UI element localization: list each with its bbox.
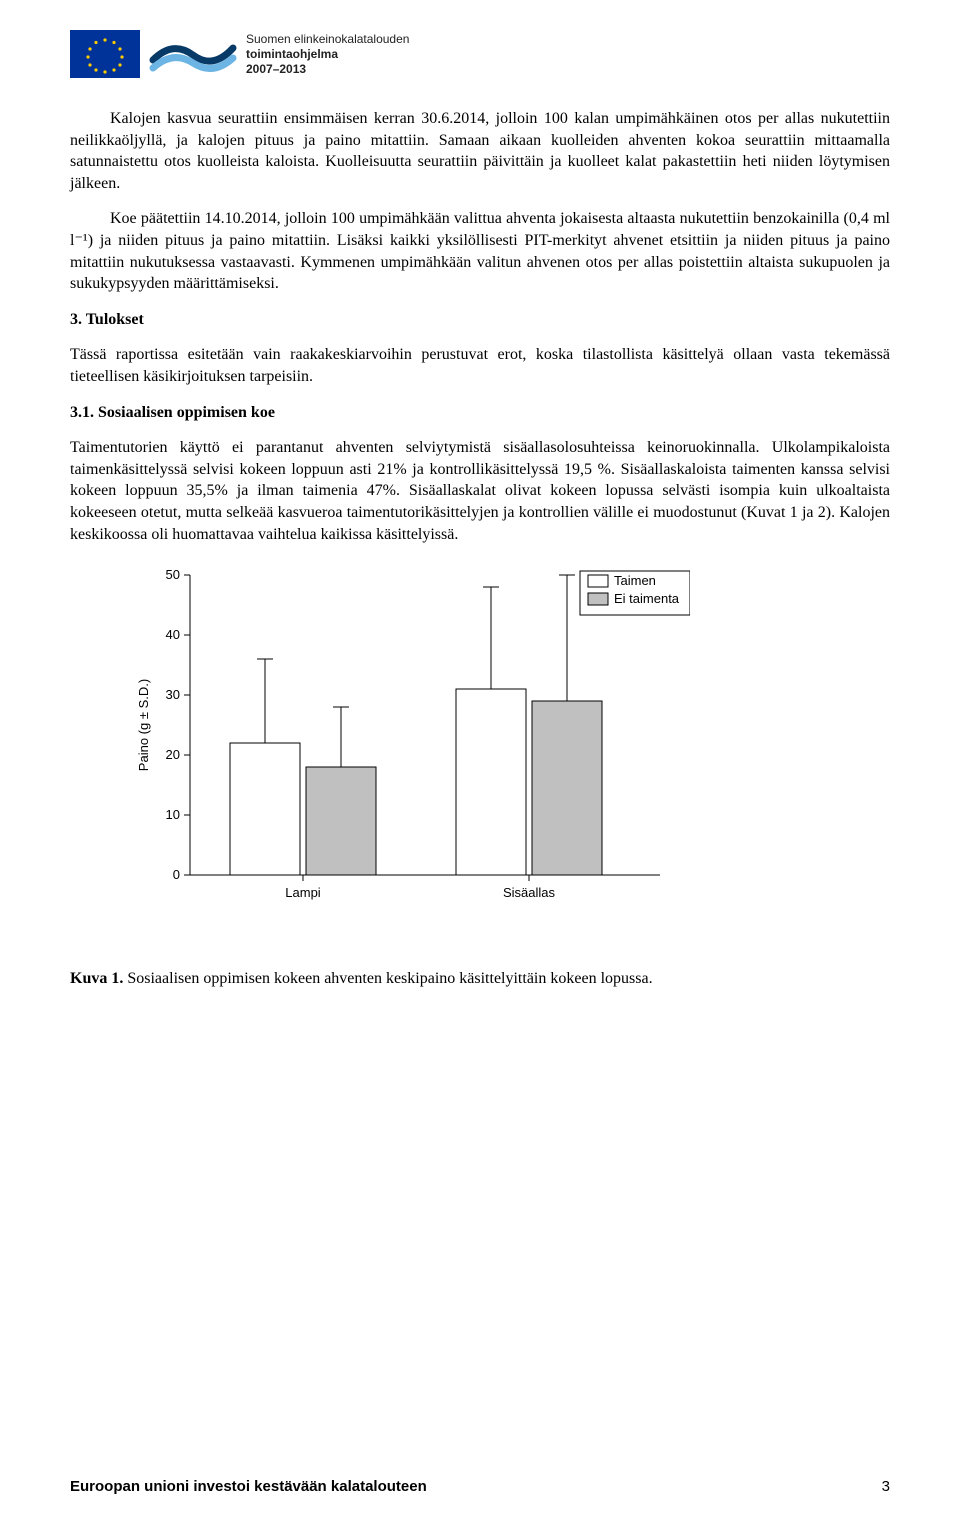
program-years: 2007–2013	[246, 62, 409, 77]
figure-caption: Kuva 1. Sosiaalisen oppimisen kokeen ahv…	[70, 970, 890, 988]
svg-text:20: 20	[166, 747, 180, 762]
svg-text:Paino (g ± S.D.): Paino (g ± S.D.)	[136, 679, 151, 771]
svg-text:Ei taimenta: Ei taimenta	[614, 591, 680, 606]
header: Suomen elinkeinokalatalouden toimintaohj…	[70, 30, 890, 78]
svg-text:40: 40	[166, 627, 180, 642]
paragraph-3: Tässä raportissa esitetään vain raakakes…	[70, 344, 890, 387]
svg-text:Sisäallas: Sisäallas	[503, 885, 556, 900]
heading-results: 3. Tulokset	[70, 309, 890, 331]
caption-text: Sosiaalisen oppimisen kokeen ahventen ke…	[123, 970, 652, 987]
svg-text:10: 10	[166, 807, 180, 822]
svg-text:50: 50	[166, 567, 180, 582]
body-text: Kalojen kasvua seurattiin ensimmäisen ke…	[70, 108, 890, 545]
paragraph-1: Kalojen kasvua seurattiin ensimmäisen ke…	[70, 108, 890, 194]
page-number: 3	[882, 1478, 890, 1495]
footer-text: Euroopan unioni investoi kestävään kalat…	[70, 1478, 427, 1495]
page-footer: Euroopan unioni investoi kestävään kalat…	[70, 1478, 890, 1495]
svg-text:Lampi: Lampi	[285, 885, 321, 900]
svg-text:30: 30	[166, 687, 180, 702]
program-title: Suomen elinkeinokalatalouden toimintaohj…	[246, 32, 409, 77]
heading-social-learning: 3.1. Sosiaalisen oppimisen koe	[70, 402, 890, 424]
svg-text:0: 0	[173, 867, 180, 882]
eu-flag-icon	[70, 30, 140, 78]
svg-text:Taimen: Taimen	[614, 573, 656, 588]
paragraph-4: Taimentutorien käyttö ei parantanut ahve…	[70, 437, 890, 545]
caption-bold: Kuva 1.	[70, 970, 123, 987]
bar-chart: 0 10 20 30 40 50 Paino (g ± S.D.) Lampi Sisäalla…	[130, 565, 890, 940]
paragraph-2: Koe päätettiin 14.10.2014, jolloin 100 u…	[70, 208, 890, 294]
program-title-line2: toimintaohjelma	[246, 47, 409, 62]
program-wave-icon	[148, 30, 238, 78]
program-title-line1: Suomen elinkeinokalatalouden	[246, 32, 409, 47]
